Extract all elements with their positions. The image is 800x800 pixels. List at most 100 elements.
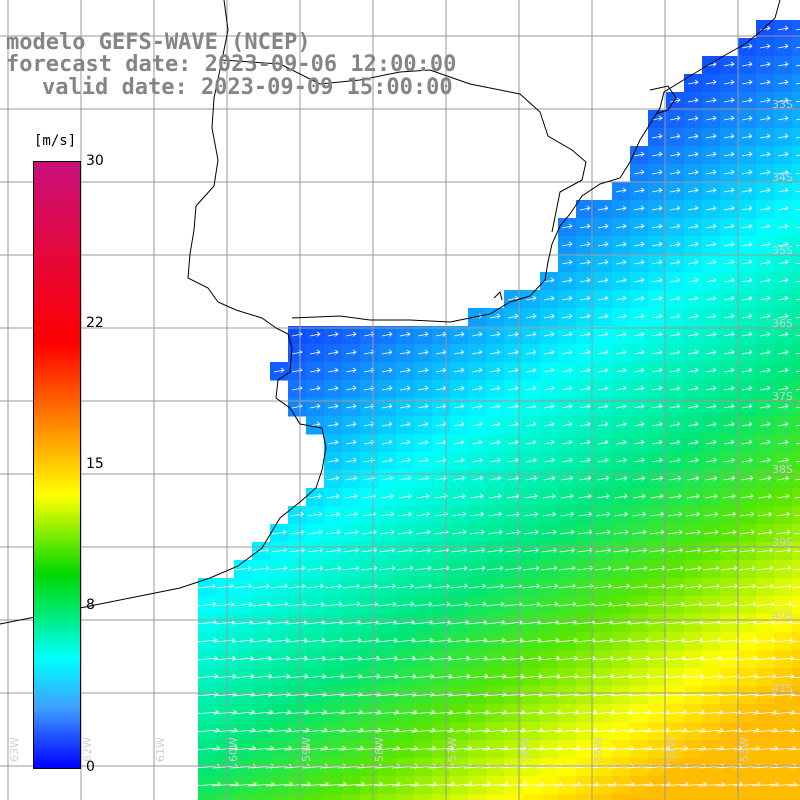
wind-arrow [633, 187, 645, 193]
wind-arrow [345, 331, 357, 337]
wind-arrow [705, 169, 717, 175]
wind-arrow [453, 421, 465, 427]
wind-arrow [198, 583, 217, 589]
wind-arrow [795, 334, 800, 337]
wind-arrow [522, 583, 541, 589]
wind-arrow [415, 547, 432, 553]
wind-arrow [669, 349, 681, 355]
lat-label: 38S [772, 463, 793, 476]
wind-arrow [467, 619, 487, 625]
wind-arrow [287, 619, 307, 625]
wind-arrow [705, 115, 717, 121]
wind-arrow [795, 28, 800, 31]
wind-arrow [327, 367, 339, 373]
wind-arrow [687, 349, 699, 355]
wind-arrow [561, 223, 573, 229]
wind-arrow [363, 403, 375, 409]
wind-arrow [525, 385, 537, 391]
wind-arrow [615, 241, 627, 247]
wind-arrow [453, 475, 466, 481]
wind-arrow [741, 133, 753, 139]
wind-arrow [273, 367, 285, 373]
wind-arrow [399, 475, 412, 481]
wind-arrow [453, 385, 465, 391]
wind-arrow [434, 493, 448, 499]
wind-arrow [325, 529, 341, 535]
wind-arrow [360, 565, 378, 571]
wind-arrow [777, 421, 789, 427]
wind-arrow [777, 475, 790, 481]
wind-arrow [741, 169, 753, 175]
wind-cell [540, 794, 559, 800]
wind-cell [612, 794, 631, 800]
wind-arrow [576, 565, 594, 571]
wind-arrow [327, 385, 339, 391]
wind-arrow [795, 46, 800, 49]
wind-arrow [777, 277, 789, 283]
wind-arrow [795, 226, 800, 229]
wind-arrow [216, 583, 235, 589]
wind-arrow [741, 457, 753, 463]
wind-arrow [579, 439, 591, 445]
wind-arrow [416, 493, 430, 499]
wind-arrow [597, 385, 609, 391]
wind-arrow [470, 511, 485, 517]
wind-cell [522, 794, 541, 800]
wind-arrow [741, 385, 753, 391]
wind-arrow [777, 295, 789, 301]
wind-arrow [327, 457, 339, 463]
wind-arrow [795, 64, 800, 67]
wind-arrow [399, 403, 411, 409]
wind-arrow [396, 565, 414, 571]
wind-arrow [795, 82, 800, 85]
wind-arrow [344, 493, 358, 499]
lat-label: 39S [772, 536, 793, 549]
wind-arrow [774, 583, 793, 589]
wind-cell [648, 794, 667, 800]
wind-arrow [633, 223, 645, 229]
wind-arrow [399, 349, 411, 355]
wind-arrow [363, 331, 375, 337]
wind-cell [792, 56, 800, 75]
wind-arrow [342, 601, 361, 607]
wind-arrow [453, 457, 465, 463]
wind-arrow [594, 583, 613, 589]
wind-arrow [721, 547, 738, 553]
forecast-date: forecast date: 2023-09-06 12:00:00 [6, 52, 457, 77]
wind-arrow [399, 385, 411, 391]
wind-arrow [741, 205, 753, 211]
wind-arrow [345, 367, 357, 373]
wind-arrow [787, 784, 800, 787]
wind-arrow [399, 421, 411, 427]
coastline-south-america [291, 0, 781, 323]
wind-arrow [795, 136, 800, 139]
wind-arrow [705, 439, 717, 445]
wind-arrow [651, 205, 663, 211]
wind-arrow [345, 421, 357, 427]
wind-arrow [399, 439, 411, 445]
wind-arrow [705, 205, 717, 211]
wind-cell [792, 146, 800, 165]
wind-arrow [489, 367, 501, 373]
wind-cell [792, 470, 800, 489]
wind-arrow [359, 637, 380, 643]
wind-arrow [705, 349, 717, 355]
wind-arrow [378, 583, 397, 589]
wind-arrow [253, 547, 270, 553]
wind-arrow [522, 565, 540, 571]
wind-arrow [759, 385, 771, 391]
wind-arrow [669, 421, 681, 427]
wind-arrow [432, 601, 451, 607]
wind-arrow [542, 511, 557, 517]
wind-arrow [379, 529, 395, 535]
wind-arrow [525, 475, 538, 481]
wind-arrow [525, 331, 537, 337]
wind-arrow [561, 313, 573, 319]
wind-arrow [363, 367, 375, 373]
wind-cell [486, 794, 505, 800]
wind-arrow [633, 313, 645, 319]
wind-arrow [759, 43, 771, 49]
wind-arrow [305, 637, 326, 643]
wind-arrow [759, 349, 771, 355]
wind-arrow [615, 331, 627, 337]
